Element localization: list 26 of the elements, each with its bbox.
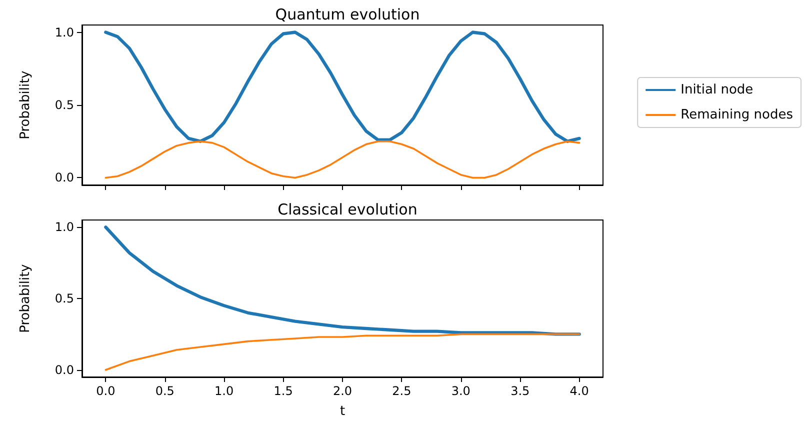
legend-label: Remaining nodes (680, 108, 794, 122)
line-series (104, 333, 580, 371)
y-tick-label: 0.5 (54, 98, 74, 112)
x-tick-label: 2.5 (392, 384, 412, 398)
y-tick-label: 1.0 (54, 25, 74, 40)
line-series (104, 140, 580, 179)
y-tick-label: 0.5 (54, 292, 74, 306)
x-tick-label: 3.5 (510, 384, 530, 398)
x-tick-label: 1.5 (274, 384, 293, 398)
chart-title: Classical evolution (278, 200, 418, 218)
legend-label: Initial node (680, 82, 754, 98)
y-tick-label: 0.0 (54, 170, 74, 185)
y-tick-label: 1.0 (54, 220, 74, 234)
x-tick-label: 1.0 (214, 384, 234, 398)
x-tick-label: 0.0 (96, 384, 116, 398)
line-series (104, 30, 581, 143)
x-tick-label: 2.0 (332, 384, 352, 398)
chart-title: Quantum evolution (275, 6, 420, 24)
x-axis-title: t (340, 404, 346, 419)
y-axis-title: Probability (18, 264, 33, 333)
x-tick-label: 3.0 (451, 384, 470, 398)
y-axis-title: Probability (18, 70, 33, 140)
x-tick-label: 4.0 (570, 384, 589, 398)
line-series (104, 226, 581, 336)
y-tick-label: 0.0 (54, 362, 74, 377)
x-tick-label: 0.5 (155, 384, 174, 398)
